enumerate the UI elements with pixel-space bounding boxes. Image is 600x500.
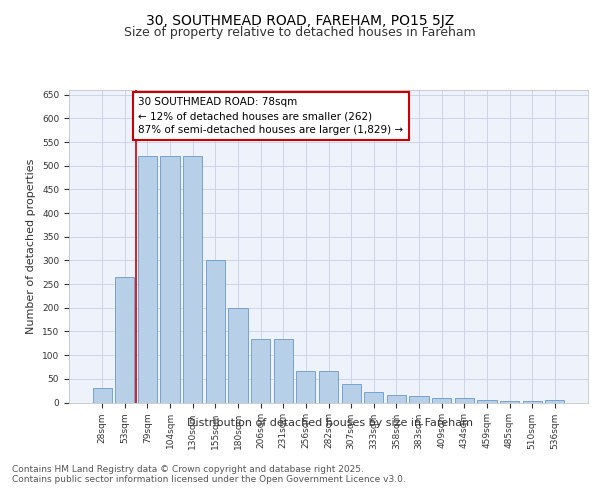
Text: Size of property relative to detached houses in Fareham: Size of property relative to detached ho…: [124, 26, 476, 39]
Bar: [92, 388, 112, 402]
Bar: [477, 400, 497, 402]
Bar: [296, 371, 316, 402]
Bar: [229, 308, 248, 402]
Text: Contains public sector information licensed under the Open Government Licence v3: Contains public sector information licen…: [12, 476, 406, 484]
Bar: [138, 156, 157, 402]
Bar: [160, 156, 180, 402]
Y-axis label: Number of detached properties: Number of detached properties: [26, 158, 37, 334]
Bar: [319, 371, 338, 402]
Bar: [341, 384, 361, 402]
Bar: [364, 392, 383, 402]
Bar: [545, 400, 565, 402]
Bar: [183, 156, 202, 402]
Bar: [206, 260, 225, 402]
Bar: [274, 338, 293, 402]
Text: 30, SOUTHMEAD ROAD, FAREHAM, PO15 5JZ: 30, SOUTHMEAD ROAD, FAREHAM, PO15 5JZ: [146, 14, 454, 28]
Bar: [500, 400, 519, 402]
Bar: [115, 277, 134, 402]
Bar: [387, 396, 406, 402]
Bar: [455, 398, 474, 402]
Bar: [251, 338, 270, 402]
Bar: [432, 398, 451, 402]
Text: 30 SOUTHMEAD ROAD: 78sqm
← 12% of detached houses are smaller (262)
87% of semi-: 30 SOUTHMEAD ROAD: 78sqm ← 12% of detach…: [139, 97, 404, 135]
Text: Distribution of detached houses by size in Fareham: Distribution of detached houses by size …: [187, 418, 473, 428]
Bar: [409, 396, 428, 402]
Bar: [523, 401, 542, 402]
Text: Contains HM Land Registry data © Crown copyright and database right 2025.: Contains HM Land Registry data © Crown c…: [12, 464, 364, 473]
